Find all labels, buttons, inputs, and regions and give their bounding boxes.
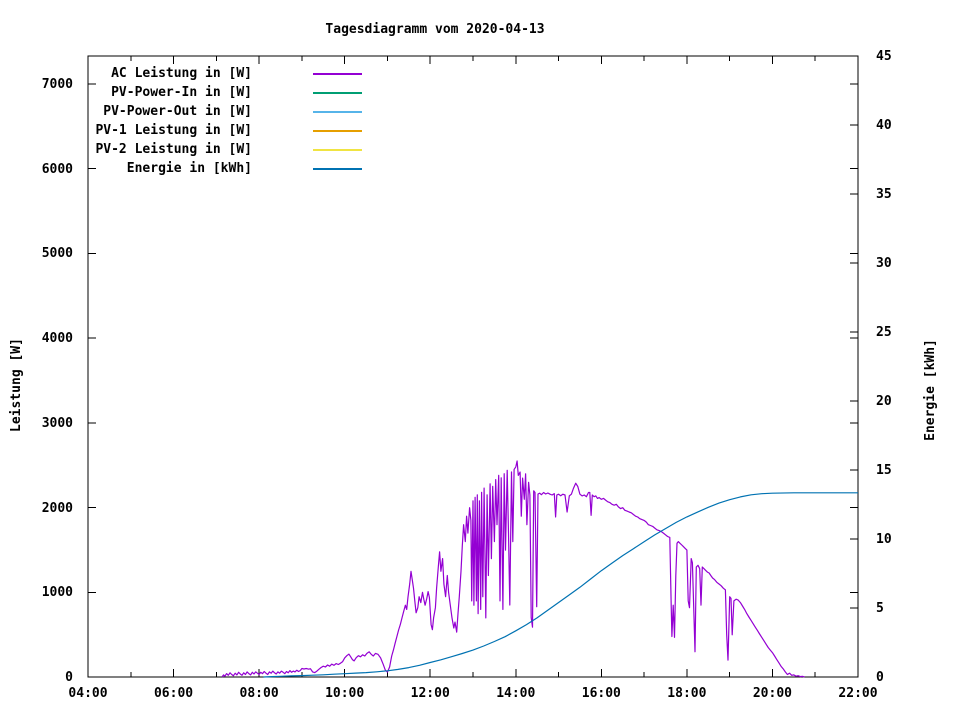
legend-item-label: AC Leistung in [W]	[111, 66, 252, 81]
legend-line-sample	[313, 110, 362, 113]
legend-line-sample	[313, 167, 362, 170]
x-tick-label: 12:00	[410, 686, 450, 701]
x-tick-label: 18:00	[667, 686, 707, 701]
y2-tick-label: 0	[876, 670, 884, 685]
x-tick-label: 10:00	[325, 686, 365, 701]
legend-item-label: Energie in [kWh]	[126, 161, 252, 176]
legend-line-sample	[313, 129, 362, 132]
legend-item: PV-Power-In in [W]	[0, 83, 362, 102]
y-tick-label: 6000	[41, 161, 73, 177]
legend-item: PV-2 Leistung in [W]	[0, 140, 362, 159]
x-tick-label: 06:00	[153, 686, 194, 701]
y-tick-label: 5000	[41, 246, 73, 262]
y2-tick-label: 40	[876, 118, 892, 133]
y2-axis-label: Energie [kWh]	[923, 339, 938, 441]
y2-tick-label: 5	[876, 601, 884, 616]
x-tick-label: 08:00	[239, 686, 279, 701]
x-tick-label: 16:00	[581, 686, 621, 701]
y2-tick-label: 35	[876, 187, 892, 202]
series-line-5	[263, 492, 858, 678]
chart-title: Tagesdiagramm vom 2020-04-13	[325, 22, 545, 37]
legend-line-sample	[313, 91, 362, 94]
series-line-0	[221, 460, 805, 678]
legend-item-label: PV-Power-In in [W]	[111, 85, 252, 100]
y2-tick-label: 45	[876, 49, 892, 64]
x-tick-label: 04:00	[68, 686, 108, 701]
legend-item: PV-1 Leistung in [W]	[0, 121, 362, 140]
legend-item-label: PV-1 Leistung in [W]	[95, 123, 252, 138]
legend-item-label: PV-2 Leistung in [W]	[95, 142, 252, 157]
y2-tick-label: 25	[876, 325, 892, 340]
legend-line-sample	[313, 72, 362, 75]
y-tick-label: 0	[65, 670, 73, 685]
x-tick-label: 14:00	[496, 686, 536, 701]
x-tick-label: 20:00	[752, 686, 792, 701]
y2-tick-label: 10	[876, 532, 892, 547]
y-axis-label: Leistung [W]	[9, 338, 24, 432]
y-tick-label: 2000	[41, 500, 73, 516]
y-tick-label: 3000	[41, 415, 73, 431]
y2-tick-label: 30	[876, 256, 892, 271]
legend-item-label: PV-Power-Out in [W]	[103, 104, 252, 119]
x-tick-label: 22:00	[838, 686, 878, 701]
y2-tick-label: 20	[876, 394, 892, 409]
y-tick-label: 4000	[41, 331, 73, 347]
y-tick-label: 1000	[41, 585, 73, 601]
legend-line-sample	[313, 148, 362, 151]
legend-item: Energie in [kWh]	[0, 159, 362, 178]
y2-tick-label: 15	[876, 463, 892, 478]
legend: AC Leistung in [W] PV-Power-In in [W] PV…	[0, 64, 362, 178]
legend-item: PV-Power-Out in [W]	[0, 102, 362, 121]
legend-item: AC Leistung in [W]	[0, 64, 362, 83]
y-tick-label: 7000	[41, 76, 73, 92]
